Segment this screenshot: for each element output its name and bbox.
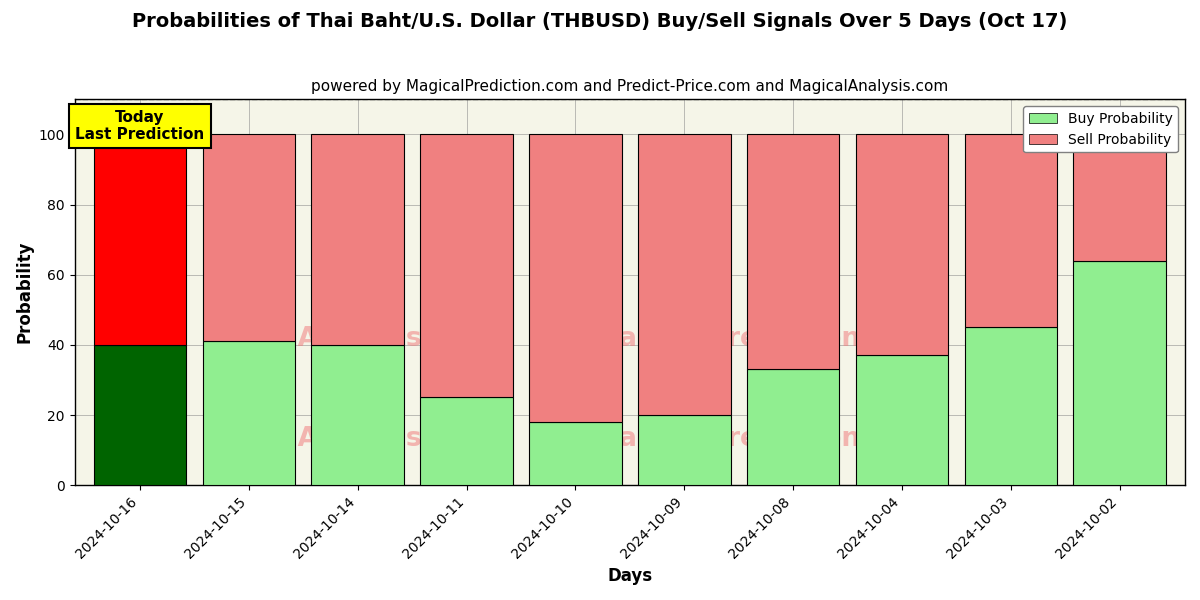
- Bar: [94, 345, 186, 485]
- Bar: [203, 134, 295, 341]
- Text: Probabilities of Thai Baht/U.S. Dollar (THBUSD) Buy/Sell Signals Over 5 Days (Oc: Probabilities of Thai Baht/U.S. Dollar (…: [132, 12, 1068, 31]
- Bar: [638, 134, 731, 415]
- Text: MagicalPrediction.com: MagicalPrediction.com: [594, 326, 932, 352]
- Bar: [856, 355, 948, 485]
- Bar: [746, 134, 839, 370]
- Text: calAnalysis.com: calAnalysis.com: [256, 426, 493, 452]
- Text: calAnalysis.com: calAnalysis.com: [256, 326, 493, 352]
- Bar: [856, 134, 948, 355]
- Bar: [1074, 134, 1166, 260]
- Bar: [203, 341, 295, 485]
- Bar: [746, 370, 839, 485]
- Bar: [965, 134, 1057, 328]
- Bar: [420, 134, 512, 397]
- Text: MagicalPrediction.com: MagicalPrediction.com: [594, 426, 932, 452]
- Bar: [94, 134, 186, 345]
- Bar: [312, 134, 404, 345]
- X-axis label: Days: Days: [607, 567, 653, 585]
- Y-axis label: Probability: Probability: [16, 241, 34, 343]
- Bar: [420, 397, 512, 485]
- Text: Today
Last Prediction: Today Last Prediction: [76, 110, 204, 142]
- Bar: [529, 422, 622, 485]
- Legend: Buy Probability, Sell Probability: Buy Probability, Sell Probability: [1024, 106, 1178, 152]
- Bar: [1074, 260, 1166, 485]
- Bar: [312, 345, 404, 485]
- Bar: [965, 328, 1057, 485]
- Title: powered by MagicalPrediction.com and Predict-Price.com and MagicalAnalysis.com: powered by MagicalPrediction.com and Pre…: [311, 79, 948, 94]
- Bar: [638, 415, 731, 485]
- Bar: [529, 134, 622, 422]
